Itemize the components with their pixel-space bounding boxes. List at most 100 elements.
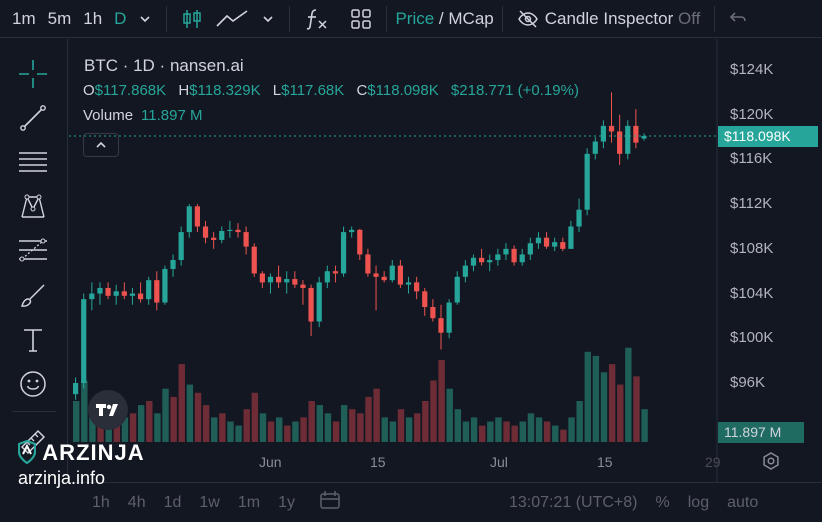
candle[interactable] — [178, 232, 184, 261]
candle[interactable] — [121, 291, 127, 296]
candle[interactable] — [211, 237, 217, 240]
candle[interactable] — [527, 243, 533, 255]
candle[interactable] — [284, 279, 290, 283]
candle[interactable] — [365, 254, 371, 274]
chart-area[interactable] — [69, 39, 822, 482]
candle[interactable] — [397, 265, 403, 285]
undo-icon[interactable] — [723, 0, 753, 38]
candle[interactable] — [308, 287, 314, 322]
candle[interactable] — [292, 279, 298, 285]
percent-toggle[interactable]: % — [655, 493, 670, 511]
candle[interactable] — [300, 284, 306, 288]
interval-1h[interactable]: 1h — [83, 8, 103, 28]
candle[interactable] — [414, 282, 420, 292]
candle[interactable] — [422, 291, 428, 307]
symbol-title[interactable]: BTC · 1D · nansen.ai — [84, 56, 244, 75]
brush-tool-icon[interactable] — [14, 277, 52, 315]
trend-line-tool-icon[interactable] — [14, 99, 52, 137]
candle[interactable] — [235, 229, 241, 233]
candle[interactable] — [487, 260, 493, 263]
price-option[interactable]: Price — [395, 8, 435, 28]
candle[interactable] — [479, 257, 485, 263]
candle[interactable] — [535, 237, 542, 244]
candle[interactable] — [219, 230, 225, 240]
candle[interactable] — [495, 254, 501, 261]
candle[interactable] — [227, 229, 233, 231]
candle[interactable] — [81, 299, 87, 383]
crosshair-tool-icon[interactable] — [14, 55, 52, 93]
interval-5m[interactable]: 5m — [47, 8, 72, 28]
auto-toggle[interactable]: auto — [727, 493, 759, 511]
horizontal-lines-tool-icon[interactable] — [14, 143, 52, 181]
candle[interactable] — [608, 125, 615, 132]
log-toggle[interactable]: log — [687, 493, 710, 511]
candle[interactable] — [267, 276, 274, 283]
candle[interactable] — [97, 287, 103, 294]
fib-tool-icon[interactable] — [14, 231, 52, 269]
candle[interactable] — [349, 229, 355, 233]
candle-inspector-toggle[interactable]: Candle Inspector Off — [545, 0, 707, 38]
candle[interactable] — [154, 280, 160, 303]
candle[interactable] — [170, 260, 176, 269]
candle[interactable] — [389, 265, 395, 281]
candle[interactable] — [137, 293, 144, 300]
range-1m[interactable]: 1m — [237, 493, 261, 511]
candle[interactable] — [430, 306, 436, 319]
candle[interactable] — [162, 268, 168, 303]
price-chart[interactable] — [69, 39, 822, 482]
candle[interactable] — [454, 276, 460, 303]
candle[interactable] — [332, 271, 339, 274]
price-mcap-toggle[interactable]: Price / MCap — [395, 9, 493, 29]
candle[interactable] — [340, 232, 347, 274]
range-4h[interactable]: 4h — [127, 493, 146, 511]
candle[interactable] — [73, 383, 79, 395]
indicators-fx-icon[interactable] — [298, 0, 336, 38]
candle[interactable] — [105, 287, 111, 296]
candle[interactable] — [511, 248, 517, 263]
range-1d[interactable]: 1d — [163, 493, 182, 511]
collapse-legend-button[interactable] — [83, 133, 119, 157]
interval-1m[interactable]: 1m — [12, 8, 36, 28]
candle[interactable] — [568, 226, 574, 249]
candle[interactable] — [186, 206, 192, 233]
candle[interactable] — [617, 131, 623, 154]
chart-settings-gear-icon[interactable] — [761, 451, 781, 476]
candle[interactable] — [470, 257, 477, 266]
candle[interactable] — [194, 206, 200, 227]
interval-d[interactable]: D — [114, 8, 127, 28]
candle[interactable] — [251, 246, 257, 274]
candle[interactable] — [552, 242, 558, 247]
candle[interactable] — [243, 232, 249, 247]
range-1y[interactable]: 1y — [278, 493, 295, 511]
candle[interactable] — [600, 125, 606, 142]
candle[interactable] — [405, 282, 412, 285]
candle[interactable] — [543, 237, 550, 247]
candle[interactable] — [462, 265, 468, 277]
candle[interactable] — [202, 226, 209, 238]
eye-off-icon[interactable] — [511, 0, 545, 38]
candle[interactable] — [503, 248, 509, 255]
text-tool-icon[interactable] — [14, 321, 52, 359]
candle[interactable] — [316, 282, 322, 322]
tradingview-logo[interactable] — [88, 390, 128, 430]
candle[interactable] — [438, 318, 444, 333]
candle[interactable] — [89, 293, 95, 300]
candle[interactable] — [113, 291, 119, 296]
clock[interactable]: 13:07:21 (UTC+8) — [508, 493, 638, 511]
candle[interactable] — [259, 273, 265, 283]
candle[interactable] — [519, 254, 525, 263]
interval-chevron-down-icon[interactable] — [132, 0, 158, 38]
range-1w[interactable]: 1w — [199, 493, 220, 511]
ruler-tool-icon[interactable] — [14, 423, 52, 461]
candle[interactable] — [324, 271, 330, 283]
candle[interactable] — [641, 135, 647, 139]
candle[interactable] — [357, 229, 363, 255]
chart-type-chevron-down-icon[interactable] — [255, 0, 281, 38]
candle[interactable] — [146, 280, 152, 300]
candle[interactable] — [576, 209, 582, 227]
candle[interactable] — [276, 276, 282, 283]
pattern-tool-icon[interactable] — [14, 187, 52, 225]
candle[interactable] — [373, 273, 379, 277]
candle[interactable] — [592, 141, 598, 154]
candle[interactable] — [381, 276, 387, 281]
